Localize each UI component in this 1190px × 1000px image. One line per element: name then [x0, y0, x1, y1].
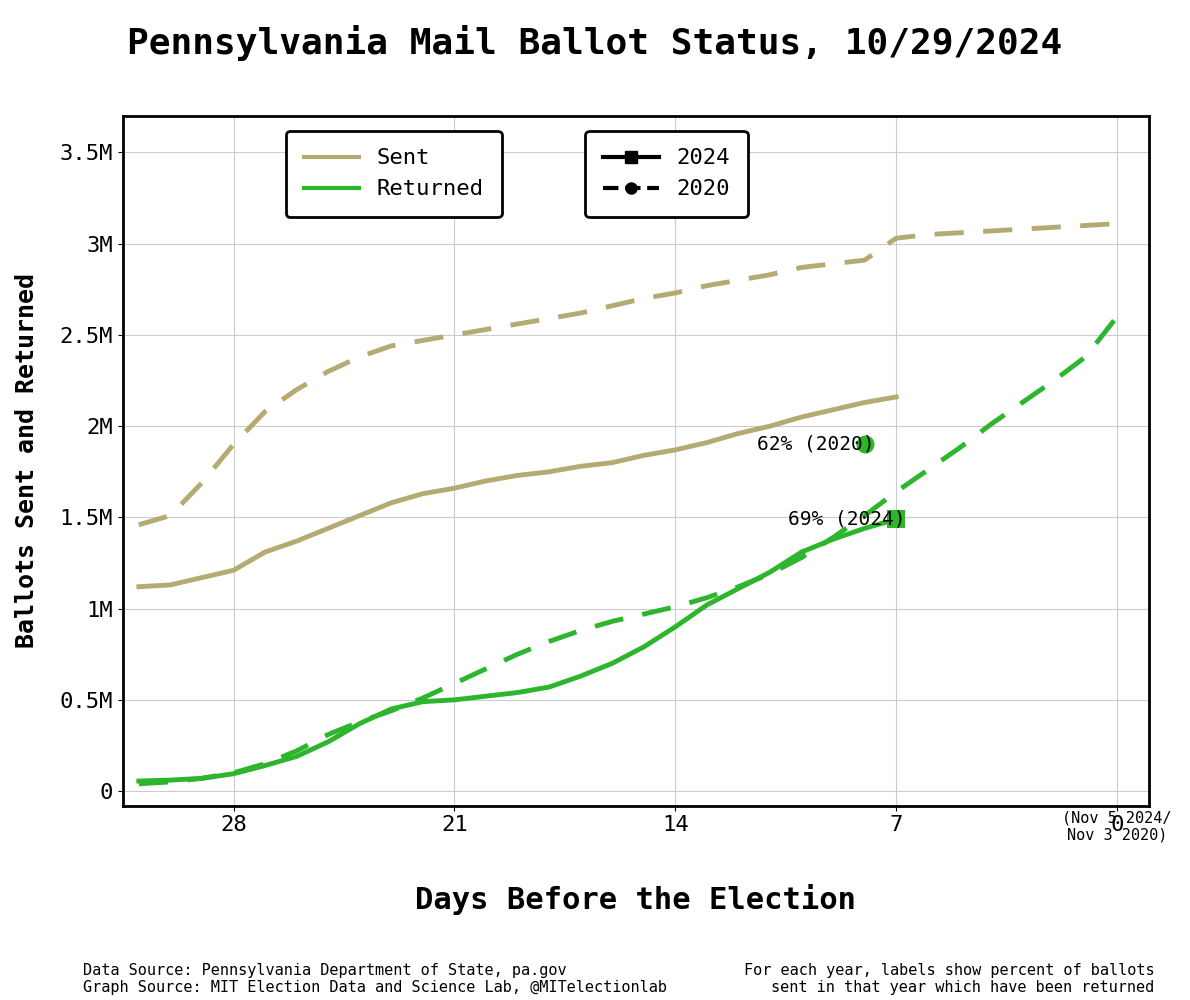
Text: Pennsylvania Mail Ballot Status, 10/29/2024: Pennsylvania Mail Ballot Status, 10/29/2…: [127, 25, 1063, 61]
Y-axis label: Ballots Sent and Returned: Ballots Sent and Returned: [15, 273, 39, 648]
Text: 69% (2024): 69% (2024): [788, 510, 906, 529]
Text: (Nov 5 2024/
Nov 3 2020): (Nov 5 2024/ Nov 3 2020): [1063, 810, 1172, 843]
Legend: 2024, 2020: 2024, 2020: [585, 131, 747, 217]
Text: Data Source: Pennsylvania Department of State, pa.gov
Graph Source: MIT Election: Data Source: Pennsylvania Department of …: [83, 963, 668, 995]
X-axis label: Days Before the Election: Days Before the Election: [415, 884, 857, 915]
Text: For each year, labels show percent of ballots
sent in that year which have been : For each year, labels show percent of ba…: [744, 963, 1154, 995]
Text: 62% (2020): 62% (2020): [757, 435, 875, 454]
